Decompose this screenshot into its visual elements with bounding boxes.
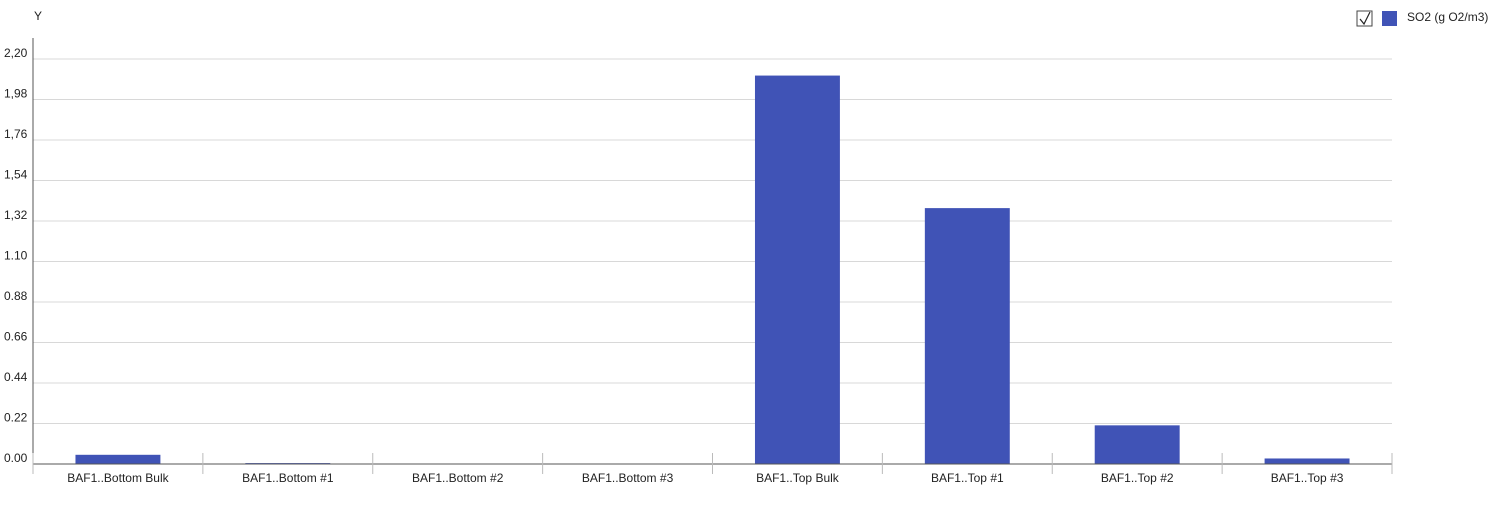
x-tick-label: BAF1..Bottom #1 (242, 471, 334, 485)
y-tick-label: 0.44 (4, 370, 28, 384)
bar (924, 208, 1010, 464)
y-tick-label: 0.88 (4, 289, 28, 303)
x-tick-label: BAF1..Bottom #2 (412, 471, 504, 485)
y-tick-label: 0.66 (4, 330, 28, 344)
y-tick-label: 0.00 (4, 451, 28, 465)
x-tick-label: BAF1..Top #2 (1101, 471, 1174, 485)
y-tick-label: 1,98 (4, 87, 28, 101)
bar (1264, 458, 1350, 464)
y-tick-label: 1,54 (4, 168, 28, 182)
x-tick-label: BAF1..Top #3 (1271, 471, 1344, 485)
y-tick-label: 1,32 (4, 208, 28, 222)
x-tick-label: BAF1..Bottom Bulk (67, 471, 169, 485)
checkmark (1359, 11, 1371, 26)
x-tick-label: BAF1..Bottom #3 (582, 471, 674, 485)
legend-label: SO2 (g O2/m3) (1407, 10, 1488, 24)
y-tick-label: 1.10 (4, 249, 28, 263)
legend-swatch (1382, 11, 1397, 26)
bar (754, 75, 840, 465)
y-tick-label: 1,76 (4, 127, 28, 141)
bar (75, 454, 161, 464)
y-tick-label: 2,20 (4, 46, 28, 60)
x-tick-label: BAF1..Top #1 (931, 471, 1004, 485)
y-axis-label: Y (34, 9, 42, 23)
y-tick-label: 0.22 (4, 411, 28, 425)
bar (1094, 425, 1180, 464)
x-tick-label: BAF1..Top Bulk (756, 471, 840, 485)
